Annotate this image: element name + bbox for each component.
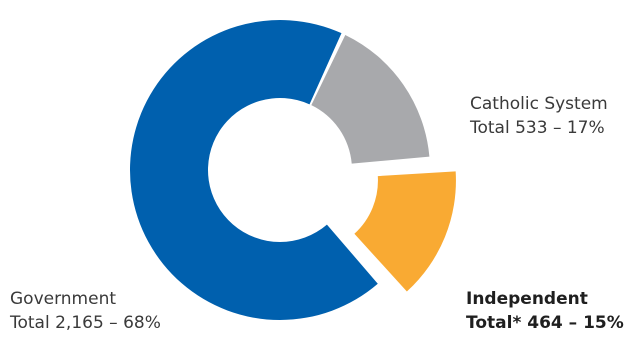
- catholic-system-name: Catholic System: [470, 94, 608, 114]
- catholic-system-total: Total 533 – 17%: [470, 118, 605, 138]
- catholic-system-label: Catholic System Total 533 – 17%: [470, 92, 608, 140]
- government-name: Government: [10, 289, 117, 309]
- independent-label: Independent Total* 464 – 15%: [466, 287, 624, 335]
- independent-total: Total* 464 – 15%: [466, 313, 624, 333]
- independent-name: Independent: [466, 289, 588, 309]
- government-total: Total 2,165 – 68%: [10, 313, 161, 333]
- slice-independent: [354, 171, 456, 292]
- slice-government: [129, 19, 378, 321]
- slice-catholic-system: [311, 34, 430, 164]
- government-label: Government Total 2,165 – 68%: [10, 287, 161, 335]
